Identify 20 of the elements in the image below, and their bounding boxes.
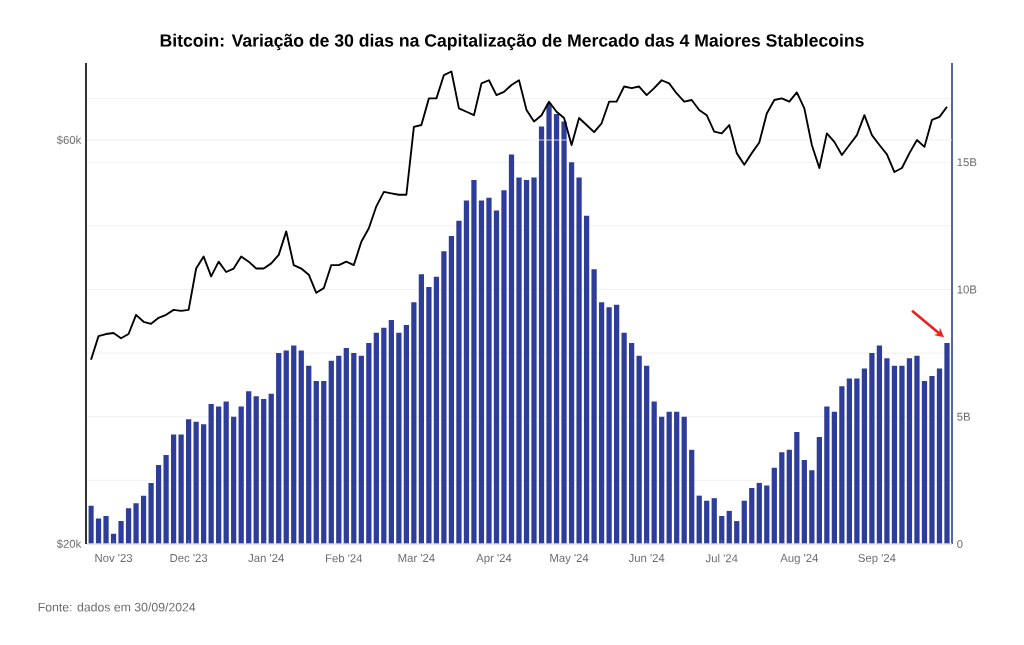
y2-tick-label: 0 [957, 539, 963, 548]
x-tick-label: Nov '23 [95, 553, 133, 562]
x-tick-label: May '24 [550, 553, 589, 565]
y-tick-label: $60k [56, 135, 82, 145]
x-tick-label: Jun '24 [628, 553, 665, 562]
x-tick-label: Dec '23 [170, 553, 208, 562]
x-tick-label: Apr '24 [476, 553, 512, 565]
line-series [90, 70, 948, 361]
y2-tick-label: 5B [957, 412, 970, 421]
source-note: Fonte: dados em 30/09/2024 [38, 602, 196, 612]
x-tick-label: Sep '24 [858, 553, 896, 565]
y2-tick-label: 15B [957, 158, 977, 167]
chart-title: Bitcoin: Variação de 30 dias na Capitalização de Mercado das 4 Maiores Stablecoins [160, 33, 864, 51]
x-tick-label: Jul '24 [705, 553, 738, 563]
x-tick-label: Mar '24 [398, 553, 435, 562]
x-tick-label: Feb '24 [326, 553, 363, 563]
x-tick-label: Aug '24 [780, 553, 819, 565]
y-tick-label: $20k [56, 539, 82, 549]
y2-tick-label: 10B [957, 285, 977, 294]
x-tick-label: Jan '24 [248, 553, 284, 562]
